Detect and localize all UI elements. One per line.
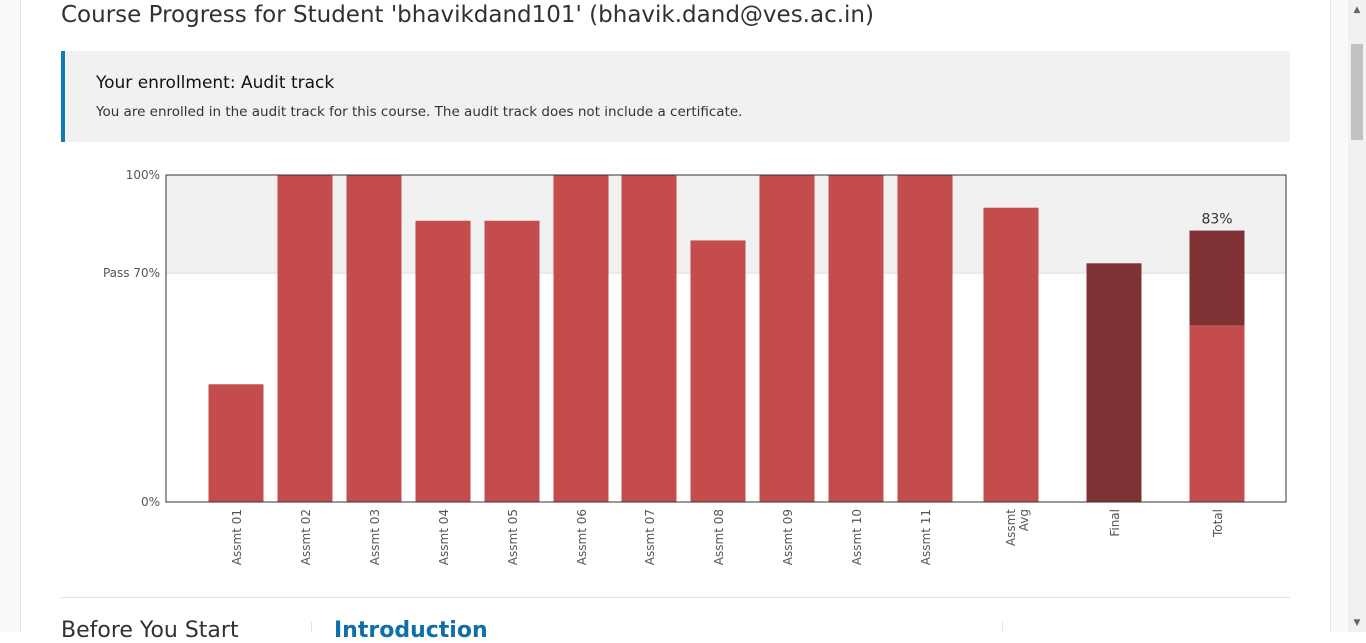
- x-tick-label: Assmt 05: [506, 509, 520, 565]
- bar-assmt-01: [208, 384, 264, 502]
- vertical-scrollbar[interactable]: ▲ ▼: [1348, 0, 1366, 632]
- x-tick-label: Assmt 06: [575, 509, 589, 565]
- x-tick-label: Assmt: [1004, 509, 1018, 546]
- page-title: Course Progress for Student 'bhavikdand1…: [61, 2, 874, 28]
- enrollment-message: You are enrolled in the audit track for …: [96, 104, 743, 120]
- x-tick-label: Assmt 09: [781, 509, 795, 565]
- column-divider: [311, 622, 312, 632]
- column-divider: [1002, 622, 1003, 632]
- right-page-gutter: [1330, 0, 1349, 632]
- bar-assmt-04: [415, 220, 471, 502]
- scroll-up-arrow-icon[interactable]: ▲: [1353, 5, 1361, 15]
- bar-total-assignments: [1189, 325, 1245, 502]
- bar-assmt-10: [828, 175, 884, 502]
- y-tick-label: Pass 70%: [103, 266, 160, 280]
- bar-assmt-07: [621, 175, 677, 502]
- x-tick-label: Assmt 01: [230, 509, 244, 565]
- bar-final: [1086, 263, 1142, 502]
- enrollment-notice: Your enrollment: Audit track You are enr…: [61, 51, 1290, 142]
- data-label: 83%: [1201, 212, 1232, 228]
- bar-assmt-05: [484, 220, 540, 502]
- bar-total-final: [1189, 230, 1245, 326]
- chapter-heading-before-you-start[interactable]: Before You Start: [61, 618, 239, 643]
- y-tick-label: 0%: [141, 495, 160, 509]
- x-tick-label: Assmt 07: [643, 509, 657, 565]
- x-tick-label: Assmt 11: [919, 509, 933, 565]
- plot-frame: [165, 174, 1287, 503]
- bar-assmt-09: [759, 175, 815, 502]
- x-tick-label: Avg: [1017, 509, 1031, 531]
- y-tick-label: 100%: [126, 168, 160, 182]
- x-tick-label: Final: [1108, 509, 1122, 537]
- bar-assmt-avg: [983, 207, 1039, 502]
- scrollbar-thumb[interactable]: [1351, 44, 1363, 140]
- bar-assmt-11: [897, 175, 953, 502]
- enrollment-title: Your enrollment: Audit track: [96, 73, 335, 93]
- left-page-gutter: [0, 0, 21, 632]
- x-tick-label: Assmt 10: [850, 509, 864, 565]
- x-tick-label: Assmt 08: [712, 509, 726, 565]
- grade-chart: Assmt 01 Assmt 02 Assmt 03 Assmt 04 Assmt 05…: [103, 168, 1287, 565]
- x-tick-label: Total: [1211, 509, 1225, 538]
- bar-assmt-08: [690, 240, 746, 502]
- bar-assmt-02: [277, 175, 333, 502]
- x-tick-label: Assmt 02: [299, 509, 313, 565]
- x-tick-label: Assmt 04: [437, 509, 451, 565]
- section-divider: [61, 597, 1290, 598]
- scroll-down-arrow-icon[interactable]: ▼: [1353, 618, 1361, 628]
- bar-assmt-06: [553, 175, 609, 502]
- bar-assmt-03: [346, 175, 402, 502]
- x-tick-label: Assmt 03: [368, 509, 382, 565]
- chapter-heading-introduction[interactable]: Introduction: [334, 618, 488, 643]
